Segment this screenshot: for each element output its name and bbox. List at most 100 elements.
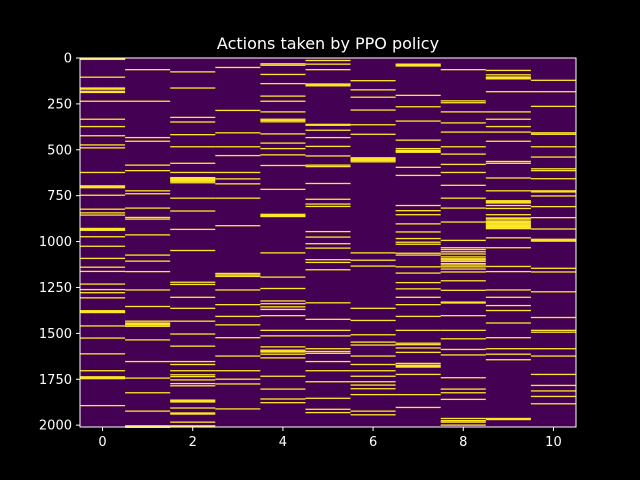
action-cell bbox=[305, 198, 351, 200]
action-cell bbox=[485, 418, 531, 421]
action-cell bbox=[260, 335, 306, 337]
action-cell bbox=[125, 100, 171, 102]
action-cell bbox=[395, 342, 441, 344]
action-cell bbox=[530, 403, 576, 405]
action-cell bbox=[80, 135, 126, 137]
action-cell bbox=[305, 329, 351, 332]
y-tick-label: 1000 bbox=[39, 235, 72, 250]
action-cell bbox=[395, 362, 441, 365]
action-cell bbox=[80, 144, 126, 146]
action-cell bbox=[170, 407, 216, 409]
action-cell bbox=[440, 197, 486, 199]
action-cell bbox=[305, 123, 351, 126]
action-cell bbox=[440, 264, 486, 266]
action-cell bbox=[170, 180, 216, 182]
action-cell bbox=[530, 355, 576, 357]
action-cell bbox=[350, 410, 396, 412]
action-cell bbox=[485, 204, 531, 207]
action-cell bbox=[170, 425, 216, 427]
action-cell bbox=[170, 363, 216, 366]
action-cell bbox=[395, 304, 441, 306]
action-cell bbox=[350, 307, 396, 309]
heatmap-background bbox=[80, 58, 576, 427]
action-cell bbox=[395, 406, 441, 409]
action-cell bbox=[440, 102, 486, 104]
action-cell bbox=[530, 169, 576, 172]
action-cell bbox=[170, 162, 216, 164]
action-cell bbox=[395, 204, 441, 207]
action-cell bbox=[305, 243, 351, 245]
action-cell bbox=[440, 221, 486, 223]
action-cell bbox=[440, 111, 486, 113]
action-cell bbox=[485, 289, 531, 291]
action-cell bbox=[125, 190, 171, 192]
action-cell bbox=[125, 136, 171, 139]
action-cell bbox=[485, 265, 531, 268]
action-cell bbox=[170, 412, 216, 414]
action-cell bbox=[125, 323, 171, 325]
action-cell bbox=[215, 132, 261, 134]
action-cell bbox=[350, 124, 396, 126]
action-cell bbox=[305, 236, 351, 238]
action-cell bbox=[440, 171, 486, 174]
action-cell bbox=[530, 190, 576, 192]
action-cell bbox=[125, 320, 171, 322]
action-cell bbox=[170, 178, 216, 181]
action-cell bbox=[485, 226, 531, 229]
action-cell bbox=[125, 140, 171, 142]
action-cell bbox=[80, 58, 126, 61]
action-cell bbox=[440, 377, 486, 379]
action-cell bbox=[440, 253, 486, 255]
action-column-10 bbox=[530, 79, 576, 405]
action-cell bbox=[395, 364, 441, 366]
y-tick-label: 1500 bbox=[39, 327, 72, 342]
action-cell bbox=[440, 398, 486, 401]
action-cell bbox=[485, 69, 531, 72]
action-cell bbox=[170, 210, 216, 212]
action-cell bbox=[350, 158, 396, 161]
y-tick-label: 1750 bbox=[39, 373, 72, 388]
action-cell bbox=[80, 236, 126, 238]
action-cell bbox=[440, 268, 486, 270]
action-cell bbox=[395, 272, 441, 274]
action-cell bbox=[260, 375, 306, 377]
action-cell bbox=[530, 331, 576, 333]
action-cell bbox=[125, 305, 171, 308]
action-cell bbox=[440, 348, 486, 351]
action-cell bbox=[215, 225, 261, 227]
action-cell bbox=[350, 96, 396, 98]
action-cell bbox=[170, 87, 216, 89]
action-cell bbox=[395, 393, 441, 396]
action-cell bbox=[305, 348, 351, 350]
action-cell bbox=[485, 247, 531, 249]
action-cell bbox=[485, 207, 531, 210]
action-cell bbox=[170, 171, 216, 174]
action-cell bbox=[170, 179, 216, 182]
action-cell bbox=[80, 88, 126, 90]
action-cell bbox=[215, 408, 261, 410]
action-cell bbox=[215, 66, 261, 69]
y-tick-label: 500 bbox=[47, 143, 72, 158]
action-cell bbox=[530, 267, 576, 269]
action-cell bbox=[530, 156, 576, 158]
action-cell bbox=[80, 292, 126, 294]
action-cell bbox=[80, 118, 126, 120]
action-cell bbox=[260, 64, 306, 66]
action-cell bbox=[530, 195, 576, 197]
action-cell bbox=[485, 76, 531, 78]
action-cell bbox=[395, 344, 441, 346]
action-cell bbox=[305, 318, 351, 320]
action-cell bbox=[440, 289, 486, 291]
action-cell bbox=[260, 73, 306, 76]
action-cell bbox=[260, 306, 306, 308]
action-cell bbox=[260, 95, 306, 97]
action-cell bbox=[395, 351, 441, 354]
action-cell bbox=[485, 78, 531, 80]
action-cell bbox=[260, 353, 306, 355]
action-cell bbox=[530, 146, 576, 148]
action-cell bbox=[350, 161, 396, 163]
action-cell bbox=[80, 194, 126, 196]
action-cell bbox=[80, 266, 126, 268]
action-cell bbox=[215, 337, 261, 339]
action-cell bbox=[80, 404, 126, 407]
